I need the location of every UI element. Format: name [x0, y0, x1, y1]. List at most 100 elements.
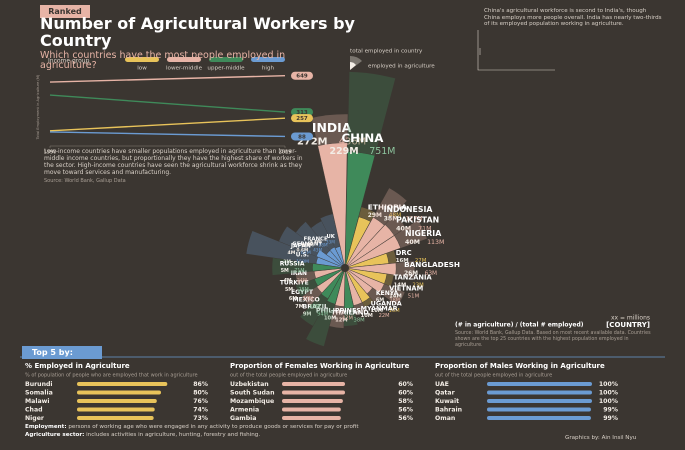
total-label: 43M	[313, 247, 322, 253]
row-label: Malawi	[25, 398, 49, 405]
bar	[487, 382, 592, 386]
value-label: 56%	[398, 415, 413, 422]
note-connector	[477, 30, 555, 71]
total-label: 751M	[369, 145, 395, 156]
value-label: 56%	[398, 407, 413, 414]
size-legend-inner: employed in agriculture	[368, 64, 435, 70]
country-label: TANZANIA	[394, 273, 433, 281]
total-label: 28M	[318, 242, 327, 248]
agri-label: 26M	[404, 270, 418, 276]
bar	[282, 399, 343, 403]
value-label: 14M 51M	[389, 293, 420, 299]
badge-bg	[40, 5, 90, 18]
agri-label: 10M	[361, 313, 373, 319]
total-label: 158M	[296, 259, 309, 265]
panel-subtitle: out of the total people employed in agri…	[230, 373, 347, 379]
value-label: 74%	[193, 407, 208, 414]
value-label: 5M 71M	[281, 268, 305, 274]
country-label: FRANCE	[304, 236, 328, 242]
bar	[282, 407, 341, 412]
country-label: UGANDA	[371, 299, 402, 307]
value-label: 60%	[398, 381, 413, 388]
agri-wedge	[344, 151, 376, 269]
total-label: 51M	[408, 293, 420, 299]
total-label: 67M	[301, 250, 311, 256]
bar	[77, 416, 154, 420]
agri-label: 4M	[288, 250, 296, 256]
value-label: 99%	[603, 407, 618, 414]
total-label: 42M	[342, 315, 353, 321]
end-pill	[291, 132, 313, 141]
value-label: 0.7M 28M	[302, 242, 328, 248]
agri-wedge	[344, 235, 401, 269]
agri-label: 40M	[405, 239, 420, 246]
agri-label: 14M	[394, 282, 407, 288]
total-label: 24M	[297, 277, 307, 283]
key-formula: (# in agriculture) / (total # employed)	[455, 322, 584, 329]
country-label: INDONESIA	[384, 205, 433, 214]
country-label: CHINA	[342, 131, 385, 145]
line	[49, 131, 286, 138]
definition: persons of working age who were engaged …	[68, 424, 359, 430]
agri-label: 5M	[285, 287, 293, 293]
panel-subtitle: out of the total people employed in agri…	[435, 373, 552, 379]
total-label: 71M	[418, 225, 431, 232]
total-label: 48M	[389, 212, 402, 219]
country-label: BRAZIL	[302, 304, 328, 311]
row-label: UAE	[435, 381, 449, 388]
line	[49, 117, 286, 132]
value-label: 0.4M 33M	[309, 239, 335, 244]
value-label: 16M 27M	[396, 257, 427, 263]
country-label: VIETNAM	[389, 285, 424, 293]
value-label: 14M 23M	[394, 282, 425, 288]
key-unit: xx = millions	[611, 315, 650, 322]
agri-label: 9M	[303, 311, 312, 317]
value-label: 4M 67M	[288, 250, 311, 256]
value-label: 0.6M 43M	[296, 247, 322, 253]
top5-badge-bg	[22, 346, 102, 359]
badge: Ranked	[48, 7, 82, 16]
value-label: 40M 71M	[396, 225, 431, 232]
agri-label: 16M	[396, 257, 409, 263]
total-label: 436M	[339, 137, 367, 148]
end-pill	[291, 114, 313, 123]
country-label: MYANMAR	[361, 304, 398, 312]
agri-label: 6M	[376, 297, 384, 303]
agri-wedge	[320, 267, 346, 300]
key-country: [COUNTRY]	[606, 321, 650, 329]
row-label: Niger	[25, 415, 45, 422]
bar	[487, 407, 591, 412]
row-label: Burundi	[25, 381, 53, 388]
country-label: EGYPT	[291, 289, 314, 296]
agri-wedge	[344, 267, 355, 309]
value-label: 73%	[193, 415, 208, 422]
panel-title: Proportion of Females Working in Agricul…	[230, 362, 410, 370]
total-label: 127M	[405, 215, 422, 222]
agri-label: 12M	[335, 317, 348, 323]
country-label: PHILIPPINES	[316, 307, 361, 315]
legend-swatch	[251, 57, 285, 62]
row-label: South Sudan	[230, 390, 275, 397]
total-label: 94M	[317, 311, 328, 317]
legend-title: Income group	[48, 58, 90, 65]
agri-wedge	[344, 253, 389, 269]
end-label: 313	[296, 110, 308, 116]
agri-label: 229M	[330, 145, 359, 156]
value-label: 10M 16M	[371, 308, 400, 314]
agri-label: 38M	[384, 215, 399, 222]
value-label: 38M 127M	[384, 215, 423, 222]
value-label: 99%	[603, 415, 618, 422]
agri-label: 0.7M	[302, 242, 314, 248]
row-label: Mozambique	[230, 398, 274, 405]
term: Employment:	[25, 424, 67, 430]
value-label: 10M 22M	[361, 313, 390, 319]
country-label: THAILAND	[331, 309, 369, 317]
country-label: DRC	[396, 249, 412, 257]
row-label: Bahrain	[435, 407, 462, 414]
line	[49, 94, 286, 113]
agri-label: 3M	[283, 259, 291, 265]
agri-label: 4M	[284, 277, 292, 283]
value-label: 100%	[599, 398, 618, 405]
value-label: 76%	[193, 398, 208, 405]
